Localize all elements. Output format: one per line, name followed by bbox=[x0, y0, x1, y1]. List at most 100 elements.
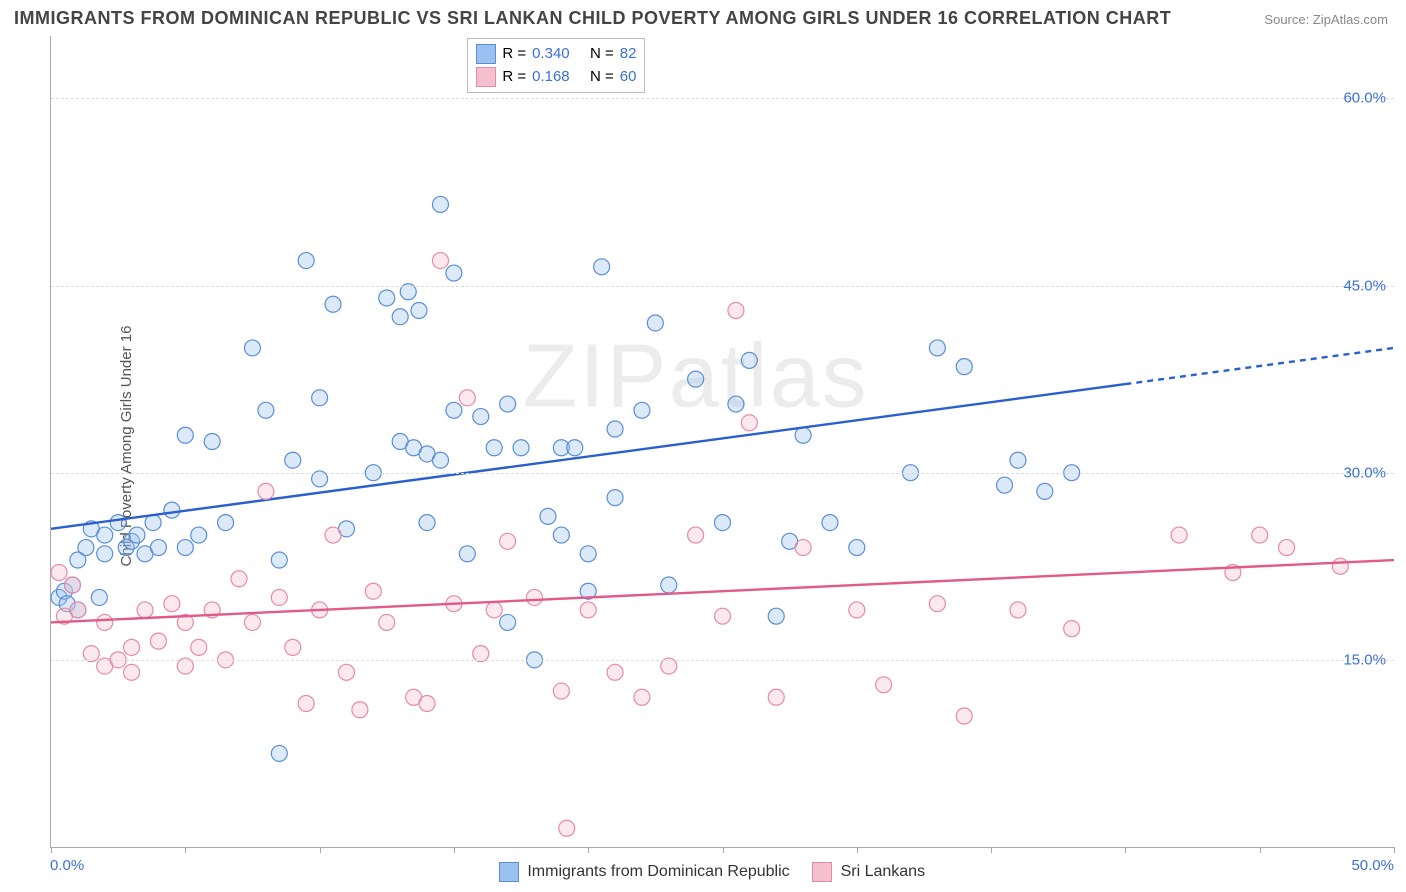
data-point bbox=[849, 602, 865, 618]
data-point bbox=[567, 440, 583, 456]
data-point bbox=[352, 702, 368, 718]
n-value-dr: 82 bbox=[620, 43, 637, 66]
data-point bbox=[473, 409, 489, 425]
data-point bbox=[419, 515, 435, 531]
data-point bbox=[486, 602, 502, 618]
data-point bbox=[1037, 483, 1053, 499]
data-point bbox=[124, 639, 140, 655]
data-point bbox=[177, 540, 193, 556]
data-point bbox=[97, 546, 113, 562]
data-point bbox=[822, 515, 838, 531]
data-point bbox=[64, 577, 80, 593]
data-point bbox=[271, 589, 287, 605]
data-point bbox=[365, 583, 381, 599]
chart-area: ZIPatlas R = 0.340 N = 82 R = 0.168 N = … bbox=[50, 36, 1394, 848]
swatch-dr-bottom bbox=[499, 862, 519, 882]
data-point bbox=[526, 589, 542, 605]
data-point bbox=[379, 614, 395, 630]
data-point bbox=[715, 515, 731, 531]
data-point bbox=[741, 415, 757, 431]
data-point bbox=[1171, 527, 1187, 543]
data-point bbox=[392, 309, 408, 325]
data-point bbox=[768, 608, 784, 624]
data-point bbox=[768, 689, 784, 705]
y-tick-label: 45.0% bbox=[1343, 277, 1386, 294]
r-label: R = bbox=[502, 43, 526, 66]
data-point bbox=[325, 527, 341, 543]
data-point bbox=[70, 602, 86, 618]
data-point bbox=[500, 396, 516, 412]
data-point bbox=[486, 440, 502, 456]
n-value-sl: 60 bbox=[620, 66, 637, 89]
data-point bbox=[204, 434, 220, 450]
r-label: R = bbox=[502, 66, 526, 89]
data-point bbox=[432, 196, 448, 212]
legend-row-sl: R = 0.168 N = 60 bbox=[476, 66, 636, 89]
data-point bbox=[1332, 558, 1348, 574]
data-point bbox=[446, 265, 462, 281]
data-point bbox=[129, 527, 145, 543]
data-point bbox=[1064, 621, 1080, 637]
data-point bbox=[419, 696, 435, 712]
data-point bbox=[459, 390, 475, 406]
data-point bbox=[338, 664, 354, 680]
data-point bbox=[634, 402, 650, 418]
data-point bbox=[446, 402, 462, 418]
data-point bbox=[1252, 527, 1268, 543]
data-point bbox=[312, 390, 328, 406]
data-point bbox=[164, 502, 180, 518]
data-point bbox=[285, 639, 301, 655]
data-point bbox=[795, 427, 811, 443]
correlation-legend: R = 0.340 N = 82 R = 0.168 N = 60 bbox=[467, 38, 645, 93]
data-point bbox=[715, 608, 731, 624]
data-point bbox=[728, 302, 744, 318]
data-point bbox=[110, 515, 126, 531]
data-point bbox=[795, 540, 811, 556]
data-point bbox=[688, 371, 704, 387]
data-point bbox=[271, 552, 287, 568]
data-point bbox=[298, 696, 314, 712]
trend-line-dashed bbox=[1125, 348, 1394, 384]
data-point bbox=[137, 602, 153, 618]
data-point bbox=[231, 571, 247, 587]
data-point bbox=[78, 540, 94, 556]
data-point bbox=[150, 633, 166, 649]
data-point bbox=[688, 527, 704, 543]
y-tick-label: 15.0% bbox=[1343, 651, 1386, 668]
data-point bbox=[97, 527, 113, 543]
data-point bbox=[51, 565, 67, 581]
chart-title: IMMIGRANTS FROM DOMINICAN REPUBLIC VS SR… bbox=[14, 8, 1171, 29]
data-point bbox=[634, 689, 650, 705]
data-point bbox=[97, 614, 113, 630]
data-point bbox=[258, 402, 274, 418]
n-label: N = bbox=[590, 43, 614, 66]
data-point bbox=[540, 508, 556, 524]
data-point bbox=[191, 527, 207, 543]
data-point bbox=[500, 614, 516, 630]
data-point bbox=[244, 340, 260, 356]
data-point bbox=[559, 820, 575, 836]
data-point bbox=[124, 664, 140, 680]
data-point bbox=[91, 589, 107, 605]
data-point bbox=[191, 639, 207, 655]
data-point bbox=[1279, 540, 1295, 556]
data-point bbox=[1010, 602, 1026, 618]
data-point bbox=[271, 745, 287, 761]
swatch-sl-bottom bbox=[812, 862, 832, 882]
legend-row-dr: R = 0.340 N = 82 bbox=[476, 43, 636, 66]
data-point bbox=[150, 540, 166, 556]
source-attribution: Source: ZipAtlas.com bbox=[1264, 12, 1388, 27]
legend-label-sl: Sri Lankans bbox=[841, 863, 926, 880]
data-point bbox=[513, 440, 529, 456]
series-legend: Immigrants from Dominican Republic Sri L… bbox=[0, 862, 1406, 882]
data-point bbox=[741, 352, 757, 368]
source-name: ZipAtlas.com bbox=[1313, 12, 1388, 27]
data-point bbox=[218, 515, 234, 531]
data-point bbox=[325, 296, 341, 312]
data-point bbox=[607, 421, 623, 437]
source-label: Source: bbox=[1264, 12, 1309, 27]
data-point bbox=[929, 596, 945, 612]
y-tick-label: 60.0% bbox=[1343, 90, 1386, 107]
data-point bbox=[432, 253, 448, 269]
data-point bbox=[580, 546, 596, 562]
